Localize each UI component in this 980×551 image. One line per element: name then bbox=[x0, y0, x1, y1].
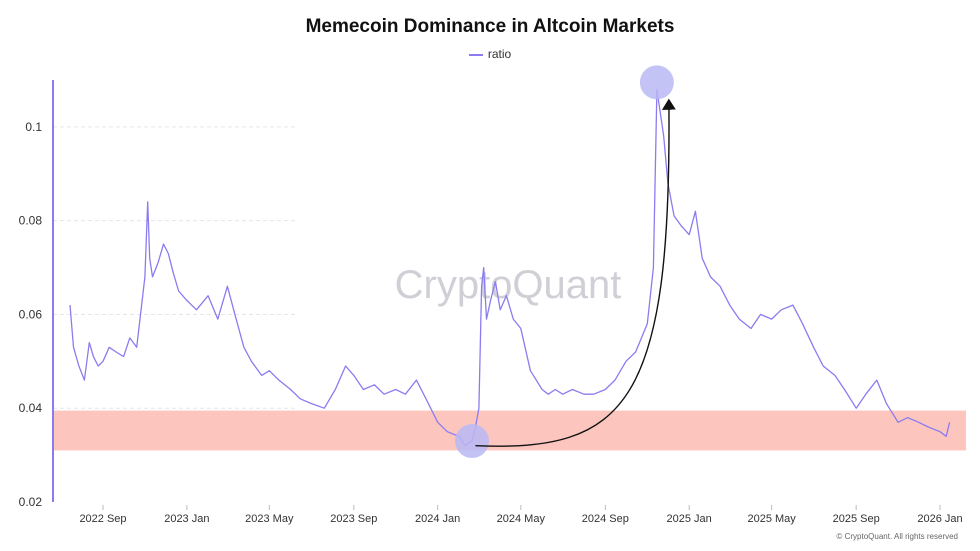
legend[interactable]: ratio bbox=[0, 47, 980, 61]
chart-title: Memecoin Dominance in Altcoin Markets bbox=[305, 16, 675, 37]
highlight-band bbox=[53, 410, 966, 451]
y-tick-label: 0.04 bbox=[19, 401, 43, 415]
x-tick-label: 2025 Sep bbox=[833, 513, 880, 525]
y-tick-label: 0.1 bbox=[25, 120, 42, 134]
legend-label-ratio: ratio bbox=[487, 47, 512, 61]
highlight-band-rect bbox=[53, 410, 966, 451]
x-tick-label: 2025 Jan bbox=[667, 513, 712, 525]
low-point-marker bbox=[455, 424, 490, 459]
x-tick-label: 2023 May bbox=[245, 513, 294, 525]
y-tick-label: 0.06 bbox=[19, 307, 43, 321]
x-tick-label: 2024 May bbox=[497, 513, 546, 525]
x-axis: 2022 Sep 2023 Jan 2023 May 2023 Sep 2024 Jan… bbox=[79, 505, 963, 525]
annotations bbox=[455, 65, 676, 459]
legend-swatch-ratio bbox=[468, 53, 483, 56]
x-tick-label: 2023 Sep bbox=[330, 513, 377, 525]
trend-arrow bbox=[475, 98, 676, 447]
x-tick-label: 2024 Jan bbox=[415, 513, 460, 525]
series-layer bbox=[69, 88, 951, 447]
x-tick-label: 2023 Jan bbox=[164, 513, 209, 525]
series-line-ratio bbox=[69, 88, 951, 447]
y-tick-label: 0.02 bbox=[19, 495, 43, 509]
peak-point-marker bbox=[639, 65, 674, 100]
x-tick-label: 2026 Jan bbox=[917, 513, 962, 525]
grid bbox=[53, 126, 296, 409]
copyright-text: © CryptoQuant. All rights reserved bbox=[836, 532, 959, 541]
y-axis: 0.02 0.04 0.06 0.08 0.1 bbox=[19, 80, 54, 509]
x-tick-label: 2022 Sep bbox=[79, 513, 126, 525]
x-tick-label: 2025 May bbox=[747, 513, 796, 525]
x-tick-label: 2024 Sep bbox=[582, 513, 629, 525]
y-tick-label: 0.08 bbox=[19, 214, 43, 228]
